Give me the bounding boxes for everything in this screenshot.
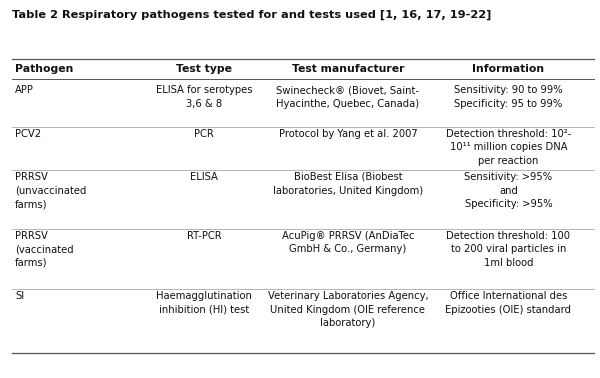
Text: Test type: Test type <box>176 64 232 74</box>
Text: Protocol by Yang et al. 2007: Protocol by Yang et al. 2007 <box>278 129 418 138</box>
Text: AcuPig® PRRSV (AnDiaTec
GmbH & Co., Germany): AcuPig® PRRSV (AnDiaTec GmbH & Co., Germ… <box>282 231 414 254</box>
Text: Pathogen: Pathogen <box>15 64 73 74</box>
Text: Detection threshold: 10²-
10¹¹ million copies DNA
per reaction: Detection threshold: 10²- 10¹¹ million c… <box>446 129 571 166</box>
Text: Office International des
Epizooties (OIE) standard: Office International des Epizooties (OIE… <box>445 291 571 314</box>
Text: Test manufacturer: Test manufacturer <box>292 64 404 74</box>
Text: PCV2: PCV2 <box>15 129 41 138</box>
Text: RT-PCR: RT-PCR <box>187 231 221 240</box>
Text: Sensitivity: >95%
and
Specificity: >95%: Sensitivity: >95% and Specificity: >95% <box>464 172 553 209</box>
Text: PRRSV
(unvaccinated
farms): PRRSV (unvaccinated farms) <box>15 172 86 209</box>
Text: Veterinary Laboratories Agency,
United Kingdom (OIE reference
laboratory): Veterinary Laboratories Agency, United K… <box>268 291 428 328</box>
Text: ELISA for serotypes
3,6 & 8: ELISA for serotypes 3,6 & 8 <box>156 85 252 108</box>
Text: Information: Information <box>472 64 545 74</box>
Text: Table 2 Respiratory pathogens tested for and tests used [1, 16, 17, 19-22]: Table 2 Respiratory pathogens tested for… <box>12 9 491 20</box>
Text: Sensitivity: 90 to 99%
Specificity: 95 to 99%: Sensitivity: 90 to 99% Specificity: 95 t… <box>454 85 563 108</box>
Text: BioBest Elisa (Biobest
laboratories, United Kingdom): BioBest Elisa (Biobest laboratories, Uni… <box>273 172 423 195</box>
Text: SI: SI <box>15 291 24 301</box>
Text: PCR: PCR <box>194 129 214 138</box>
Text: APP: APP <box>15 85 34 95</box>
Text: Detection threshold: 100
to 200 viral particles in
1ml blood: Detection threshold: 100 to 200 viral pa… <box>446 231 571 268</box>
Text: Swinecheck® (Biovet, Saint-
Hyacinthe, Quebec, Canada): Swinecheck® (Biovet, Saint- Hyacinthe, Q… <box>277 85 419 108</box>
Text: Haemagglutination
inhibition (HI) test: Haemagglutination inhibition (HI) test <box>156 291 252 314</box>
Text: ELISA: ELISA <box>190 172 218 182</box>
Text: PRRSV
(vaccinated
farms): PRRSV (vaccinated farms) <box>15 231 74 268</box>
